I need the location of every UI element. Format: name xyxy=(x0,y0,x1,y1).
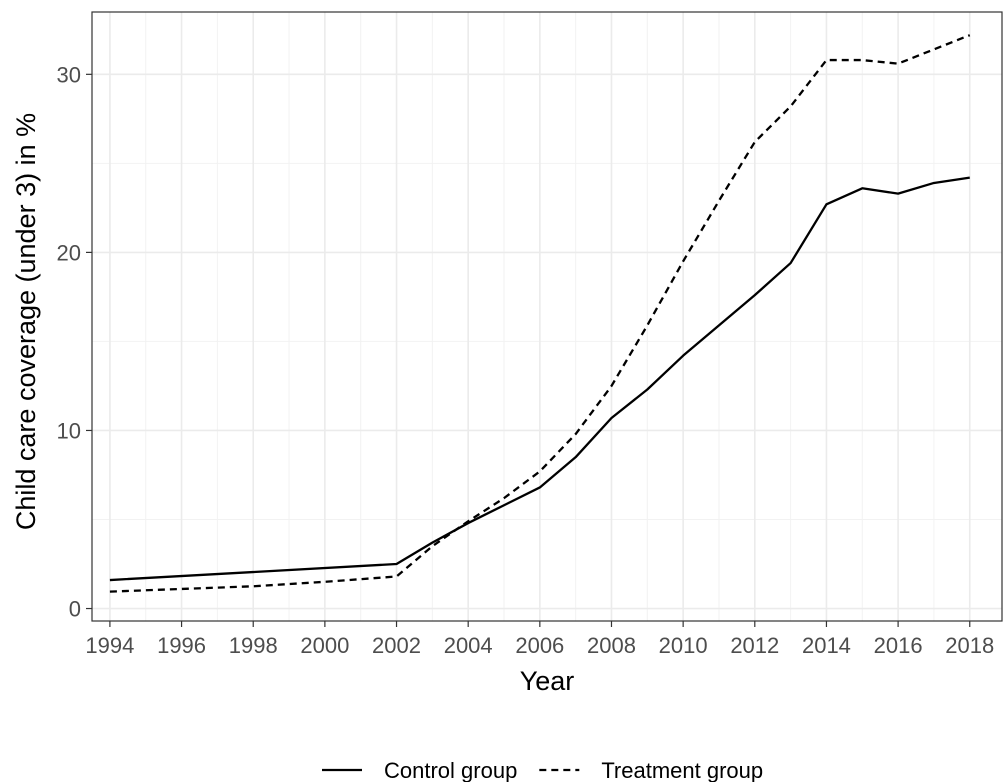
x-tick-label: 2000 xyxy=(300,633,349,658)
series-line-control-group xyxy=(109,176,970,582)
x-tick-label: 2014 xyxy=(802,633,851,658)
series-lines xyxy=(109,34,971,593)
x-tick-label: 1998 xyxy=(229,633,278,658)
x-tick-label: 2016 xyxy=(874,633,923,658)
x-axis: 1994 1996 1998 2000 2002 2004 2006 2008 2010 2012… xyxy=(85,621,994,658)
x-tick-label: 2018 xyxy=(945,633,994,658)
series-line-treatment-group xyxy=(109,34,971,593)
y-tick-label: 20 xyxy=(57,240,81,265)
y-tick-label: 30 xyxy=(57,62,81,87)
legend-label: Treatment group xyxy=(601,758,763,782)
legend-label: Control group xyxy=(384,758,517,782)
plot-panel-border xyxy=(91,11,1003,622)
x-tick-label: 2004 xyxy=(444,633,493,658)
x-tick-label: 2006 xyxy=(515,633,564,658)
x-tick-label: 2010 xyxy=(659,633,708,658)
minor-gridlines xyxy=(92,12,1002,621)
legend: Control group Treatment group xyxy=(322,758,763,782)
x-tick-label: 2012 xyxy=(730,633,779,658)
y-tick-label: 10 xyxy=(57,418,81,443)
x-tick-label: 2008 xyxy=(587,633,636,658)
y-axis-title: Child care coverage (under 3) in % xyxy=(11,113,41,530)
x-tick-label: 1996 xyxy=(157,633,206,658)
x-tick-label: 1994 xyxy=(85,633,134,658)
x-axis-title: Year xyxy=(520,666,575,696)
major-gridlines xyxy=(92,12,1002,621)
x-tick-label: 2002 xyxy=(372,633,421,658)
y-tick-label: 0 xyxy=(69,597,81,622)
y-axis: 0 10 20 30 xyxy=(57,62,92,622)
